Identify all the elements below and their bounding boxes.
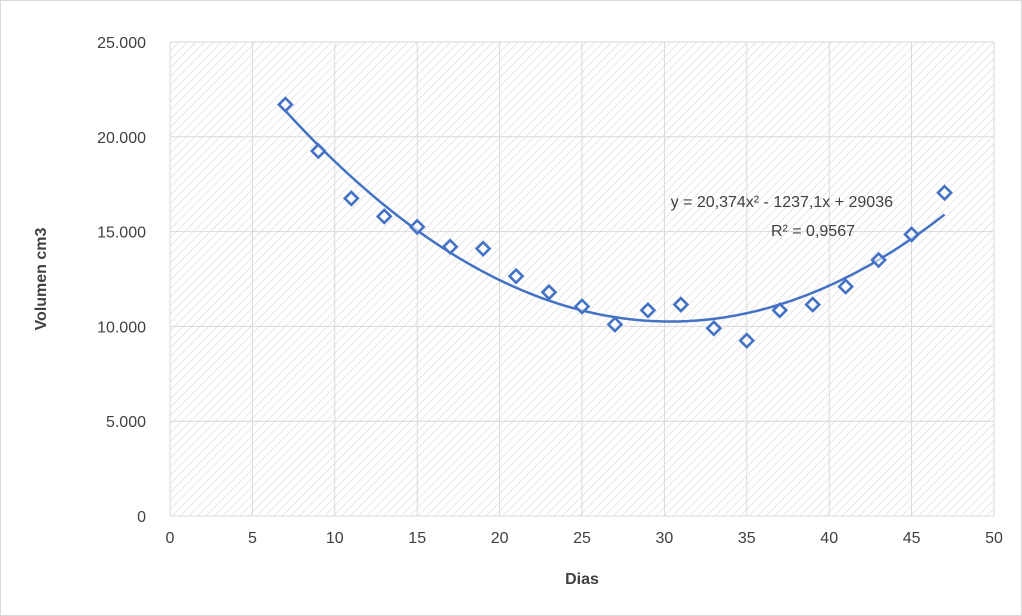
data-point bbox=[540, 283, 558, 301]
y-tick-label: 0 bbox=[137, 509, 146, 526]
data-point bbox=[936, 184, 953, 202]
y-tick-label: 15.000 bbox=[97, 225, 146, 242]
x-tick-label: 35 bbox=[738, 530, 756, 547]
y-tick-label: 20.000 bbox=[97, 130, 146, 147]
data-point bbox=[672, 296, 690, 313]
data-point bbox=[870, 251, 887, 269]
data-point bbox=[705, 319, 723, 337]
x-tick-label: 30 bbox=[656, 530, 674, 547]
y-axis-title: Volumen cm3 bbox=[33, 227, 50, 330]
x-tick-label: 20 bbox=[491, 530, 509, 547]
x-tick-label: 0 bbox=[166, 530, 175, 547]
trendline-r-squared: R² = 0,9567 bbox=[771, 223, 855, 240]
x-axis-title: Dias bbox=[565, 571, 599, 588]
data-point bbox=[441, 238, 459, 256]
data-point bbox=[804, 296, 822, 313]
data-points bbox=[277, 96, 953, 349]
data-point bbox=[606, 316, 624, 333]
data-point bbox=[738, 332, 756, 349]
x-tick-label: 15 bbox=[408, 530, 426, 547]
x-tick-label: 10 bbox=[326, 530, 344, 547]
x-tick-label: 50 bbox=[985, 530, 1003, 547]
x-tick-label: 45 bbox=[903, 530, 921, 547]
tick-labels: 0 5 10 15 20 25 30 35 40 45 50 0 5.000 10.000 15.000 20… bbox=[97, 35, 1003, 547]
data-point bbox=[903, 226, 920, 243]
data-point bbox=[771, 301, 789, 319]
data-point bbox=[507, 267, 525, 285]
y-tick-label: 10.000 bbox=[97, 319, 146, 336]
trendline-equation: y = 20,374x² - 1237,1x + 29036 bbox=[671, 194, 893, 211]
data-point bbox=[474, 240, 492, 258]
y-tick-label: 25.000 bbox=[97, 35, 146, 52]
data-point bbox=[375, 208, 393, 225]
data-point bbox=[408, 218, 426, 236]
x-tick-label: 25 bbox=[573, 530, 591, 547]
gridlines bbox=[169, 41, 995, 517]
data-point bbox=[277, 96, 294, 113]
x-tick-label: 5 bbox=[248, 530, 257, 547]
data-point bbox=[639, 301, 657, 319]
data-point bbox=[573, 298, 591, 315]
y-tick-label: 5.000 bbox=[106, 414, 146, 431]
data-point bbox=[342, 190, 360, 207]
data-point bbox=[309, 142, 327, 160]
data-point bbox=[837, 278, 855, 295]
x-tick-label: 40 bbox=[820, 530, 838, 547]
